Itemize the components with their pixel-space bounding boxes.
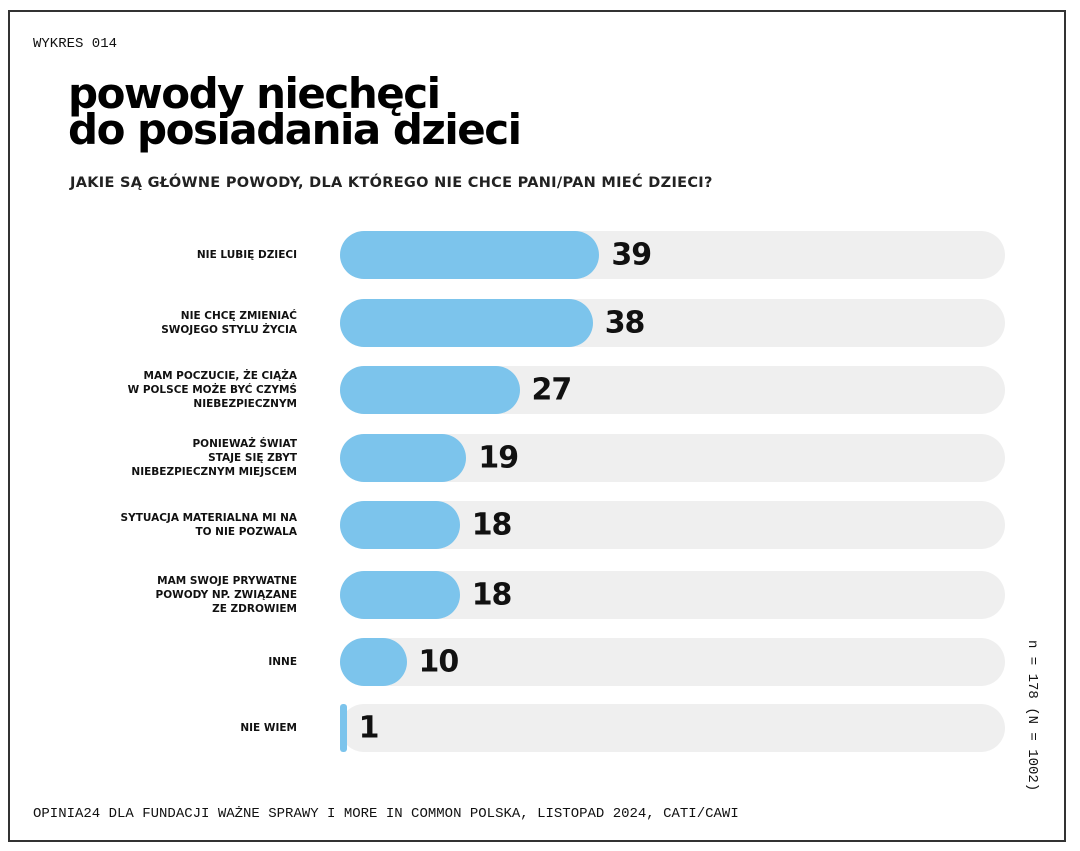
source-footer: OPINIA24 DLA FUNDACJI WAŻNE SPRAWY I MOR…	[33, 806, 739, 822]
sample-size-note: n = 178 (N = 1002)	[1024, 640, 1040, 792]
category-label: NIE WIEM	[240, 722, 297, 734]
chart-frame	[8, 10, 1066, 842]
category-label: MAM SWOJE PRYWATNE POWODY NP. ZWIĄZANE Z…	[155, 575, 297, 615]
bar	[340, 704, 347, 752]
value-label: 19	[478, 440, 519, 476]
bar	[340, 366, 520, 414]
category-label: SYTUACJA MATERIALNA MI NA TO NIE POZWALA	[120, 512, 297, 538]
bar	[340, 434, 467, 482]
bar	[340, 299, 593, 347]
bar-track	[340, 638, 1005, 686]
bar	[340, 501, 460, 549]
category-label: PONIEWAŻ ŚWIAT STAJE SIĘ ZBYT NIEBEZPIEC…	[131, 438, 297, 478]
value-label: 1	[358, 710, 380, 746]
chart-subtitle: JAKIE SĄ GŁÓWNE POWODY, DLA KTÓREGO NIE …	[70, 175, 713, 191]
chart-title: powody niechęci do posiadania dzieci	[68, 69, 522, 154]
bar	[340, 571, 460, 619]
category-label: NIE CHCĘ ZMIENIAĆ SWOJEGO STYLU ŻYCIA	[161, 310, 297, 336]
title-line-1: powody niechęci	[68, 69, 441, 118]
value-label: 38	[604, 305, 646, 341]
value-label: 27	[531, 372, 573, 408]
value-label: 10	[418, 644, 460, 680]
bar	[340, 231, 600, 279]
category-label: MAM POCZUCIE, ŻE CIĄŻA W POLSCE MOŻE BYĆ…	[127, 370, 297, 410]
category-label: INNE	[268, 656, 297, 668]
category-label: NIE LUBIĘ DZIECI	[196, 249, 297, 261]
value-label: 18	[471, 507, 513, 543]
title-line-2: do posiadania dzieci	[68, 105, 522, 154]
value-label: 39	[611, 237, 652, 273]
chart-code: WYKRES 014	[33, 36, 118, 52]
bar-track	[340, 704, 1005, 752]
bar	[340, 638, 407, 686]
value-label: 18	[471, 577, 513, 613]
